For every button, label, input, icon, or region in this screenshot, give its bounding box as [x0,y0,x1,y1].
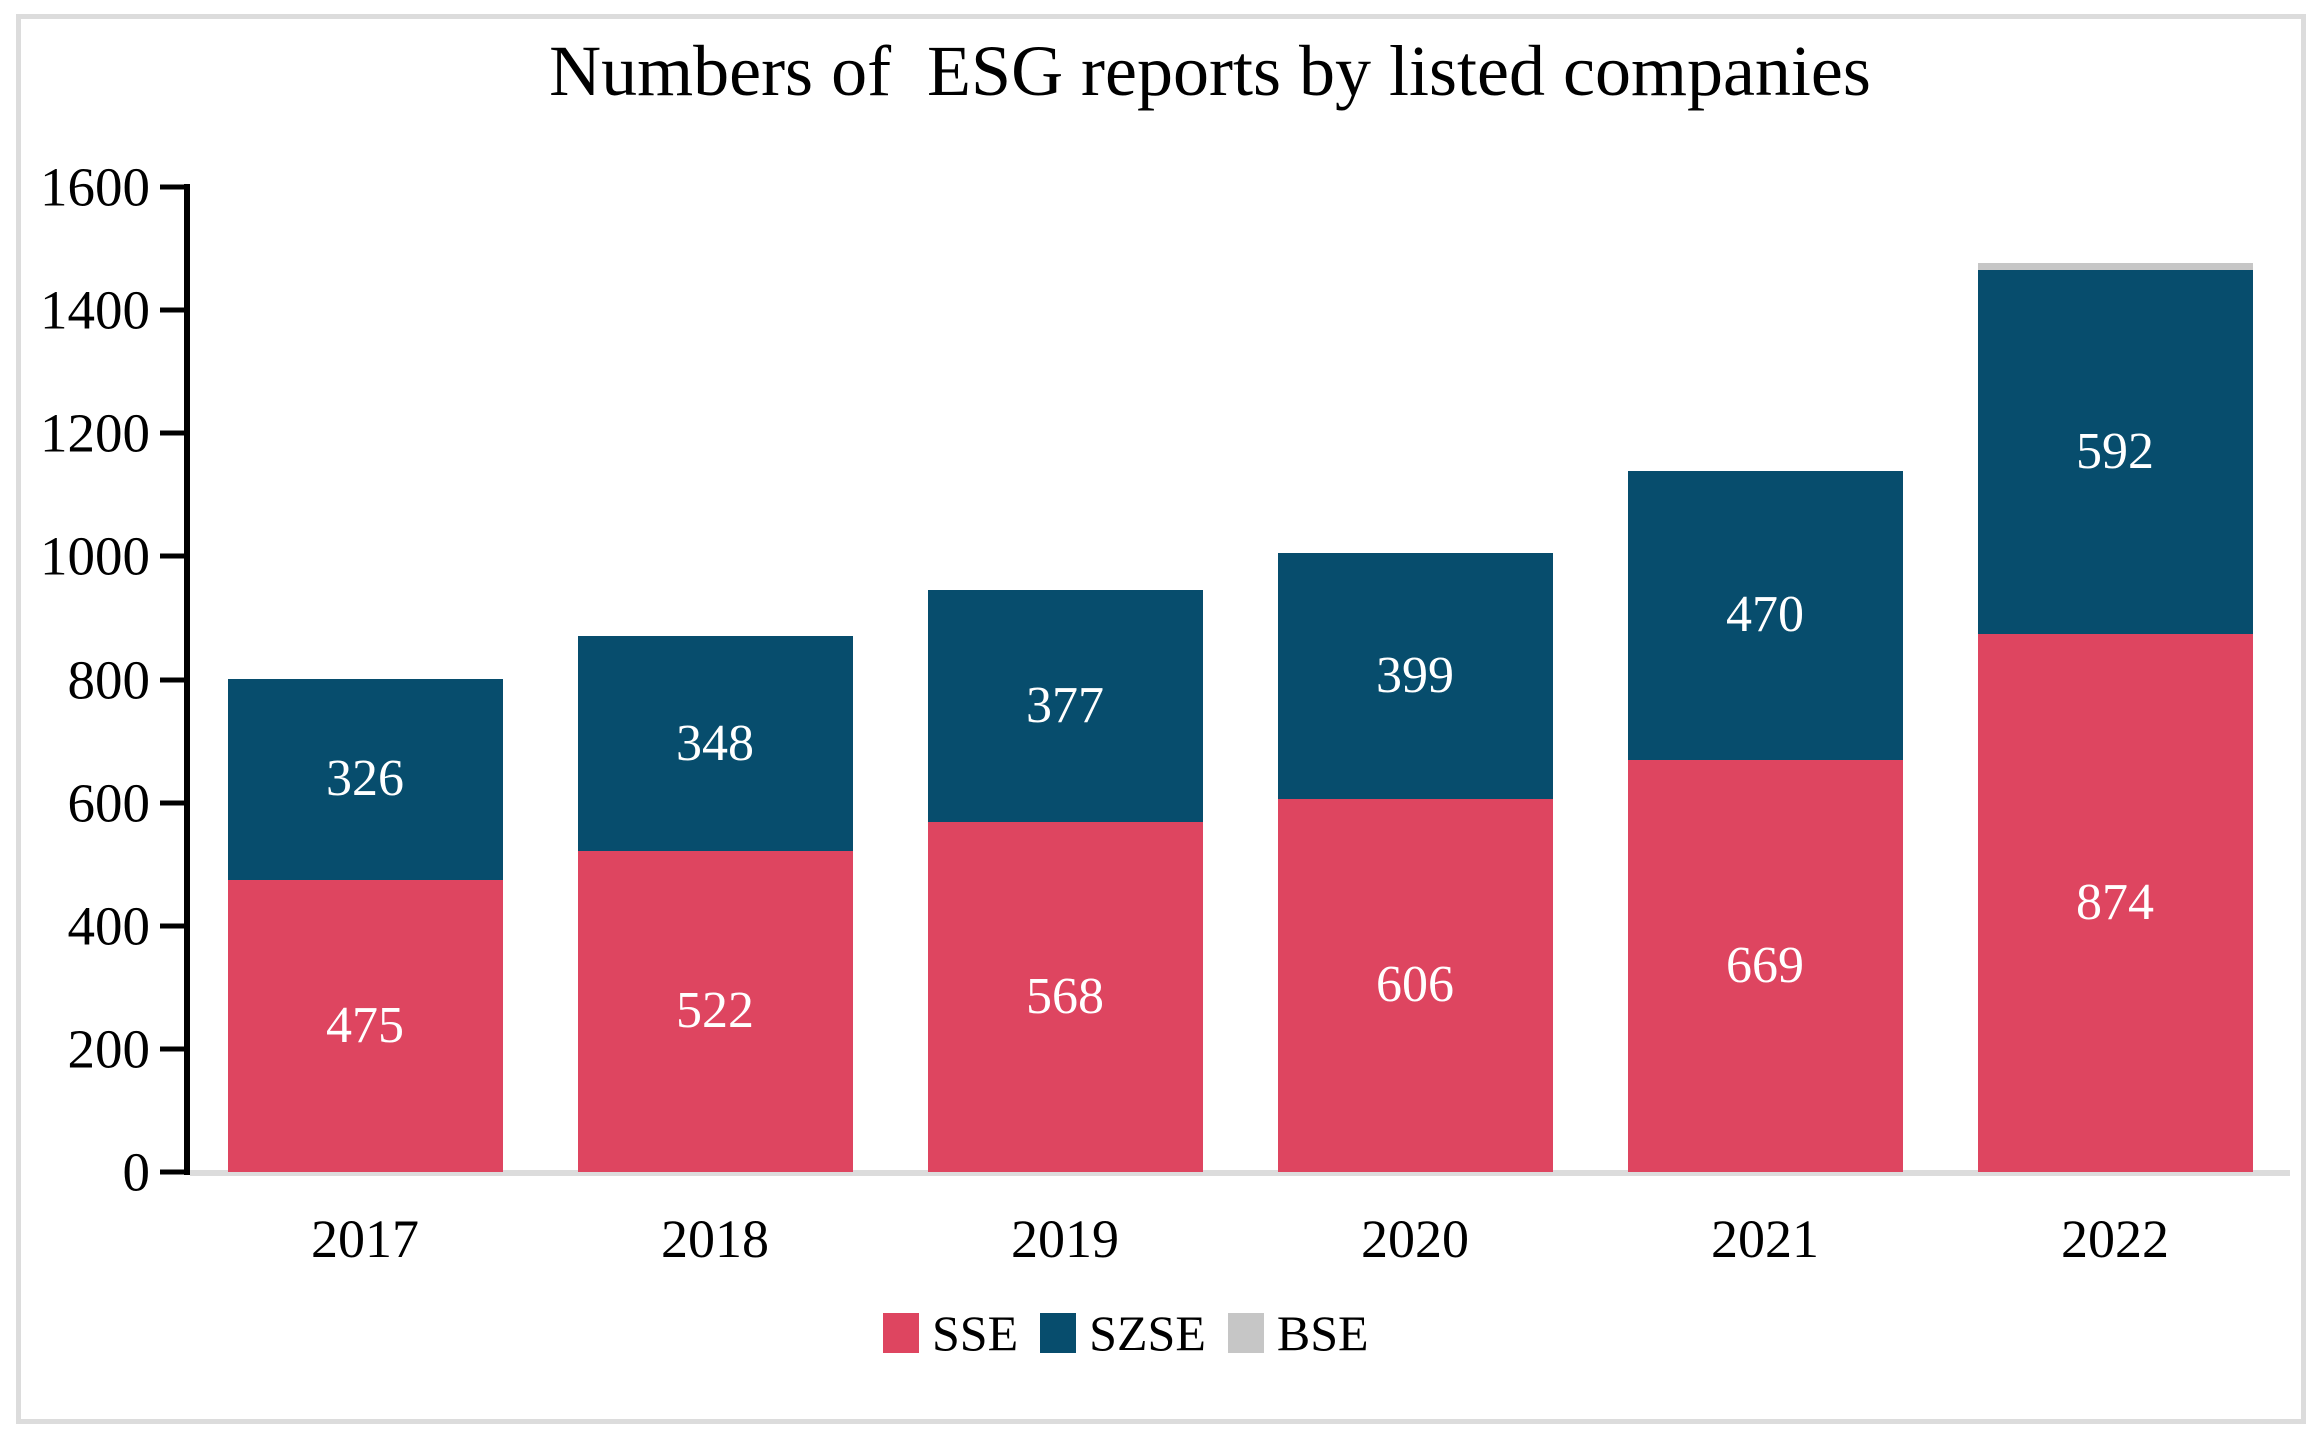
bar-segment-sse-2019: 568 [927,822,1203,1172]
stacked-bar-2019: 568 377 [927,590,1203,1172]
legend: SSE SZSE BSE [883,1305,1369,1361]
bar-value-label: 470 [1726,586,1804,644]
legend-label-bse: BSE [1276,1305,1369,1361]
bar-value-label: 669 [1726,937,1804,995]
y-axis-tick-label: 800 [67,649,151,710]
x-axis-labels: 2017 2018 2019 2020 2021 2022 [190,1212,2290,1282]
bar-value-label: 874 [2076,873,2154,931]
y-axis-tick [160,1169,190,1175]
bar-segment-sse-2018: 522 [577,850,853,1172]
bar-segment-sse-2022: 874 [1977,633,2253,1172]
bars-container: 475 326 522 348 568 377 606 399 669 470 874 592 [190,187,2290,1172]
bar-segment-szse-2022: 592 [1977,269,2253,634]
bar-2019: 568 377 [890,187,1240,1172]
legend-item-szse: SZSE [1040,1308,1206,1358]
bar-segment-szse-2018: 348 [577,636,853,851]
bar-value-label: 399 [1376,647,1454,705]
x-axis-label-2022: 2022 [2061,1209,2169,1269]
y-axis-tick-label: 400 [67,895,151,957]
y-axis-tick [160,923,190,929]
y-axis-tick [160,430,190,436]
bar-segment-szse-2020: 399 [1277,553,1553,799]
stacked-bar-2018: 522 348 [577,636,853,1172]
y-axis-tick [160,184,190,190]
stacked-bar-2021: 669 470 [1627,470,1903,1172]
bar-value-label: 348 [676,714,754,772]
legend-swatch-szse [1040,1313,1077,1353]
bar-segment-sse-2020: 606 [1277,798,1553,1172]
bar-segment-sse-2021: 669 [1627,760,1903,1172]
x-axis-label-2020: 2020 [1361,1209,1469,1269]
bar-2018: 522 348 [540,187,890,1172]
y-axis-tick [160,1046,190,1052]
bar-value-label: 475 [326,996,404,1054]
y-axis-tick-label: 600 [67,772,151,834]
chart-title: Numbers of ESG reports by listed compani… [549,31,1871,111]
y-axis-tick [160,677,190,682]
y-axis-tick-label: 0 [122,1141,151,1203]
bar-value-label: 606 [1376,956,1454,1014]
bar-segment-szse-2019: 377 [927,590,1203,823]
x-axis-label-2019: 2019 [1011,1209,1119,1269]
bar-value-label: 568 [1026,968,1104,1026]
legend-swatch-sse [883,1313,919,1353]
bar-2017: 475 326 [190,187,540,1172]
y-axis-tick-label: 1000 [40,525,150,587]
bar-2022: 874 592 [1940,187,2290,1172]
y-axis-tick-label: 1200 [40,402,150,464]
legend-label-sse: SSE [932,1305,1019,1361]
y-axis-tick-label: 200 [67,1018,151,1080]
legend-swatch-bse [1227,1313,1264,1353]
stacked-bar-2017: 475 326 [227,678,503,1172]
bar-segment-szse-2021: 470 [1627,470,1903,761]
bar-value-label: 592 [2076,422,2154,480]
legend-label-szse: SZSE [1089,1305,1206,1361]
legend-item-sse: SSE [883,1308,1018,1358]
bar-2020: 606 399 [1240,187,1590,1172]
bar-value-label: 377 [1026,677,1104,735]
y-axis-tick-label: 1600 [40,156,150,218]
x-axis-label-2021: 2021 [1711,1209,1819,1269]
y-axis-tick [160,800,190,806]
x-axis-label-2018: 2018 [661,1209,769,1269]
y-axis-tick [160,307,190,313]
bar-segment-bse-2022 [1977,263,2253,270]
x-axis-baseline [190,1170,2290,1176]
bar-value-label: 326 [326,750,404,808]
plot-area: 0 200 400 600 800 1000 1200 1400 1600 475 326 522 3… [40,160,2290,1200]
x-axis-label-2017: 2017 [311,1209,419,1269]
bar-segment-szse-2017: 326 [227,678,503,880]
stacked-bar-2020: 606 399 [1277,553,1553,1172]
y-axis-tick-label: 1400 [40,279,150,341]
stacked-bar-2022: 874 592 [1977,263,2253,1172]
legend-item-bse: BSE [1227,1305,1369,1361]
bar-2021: 669 470 [1590,187,1940,1172]
bar-value-label: 522 [676,982,754,1040]
y-axis-tick [160,553,190,559]
bar-segment-sse-2017: 475 [227,879,503,1172]
